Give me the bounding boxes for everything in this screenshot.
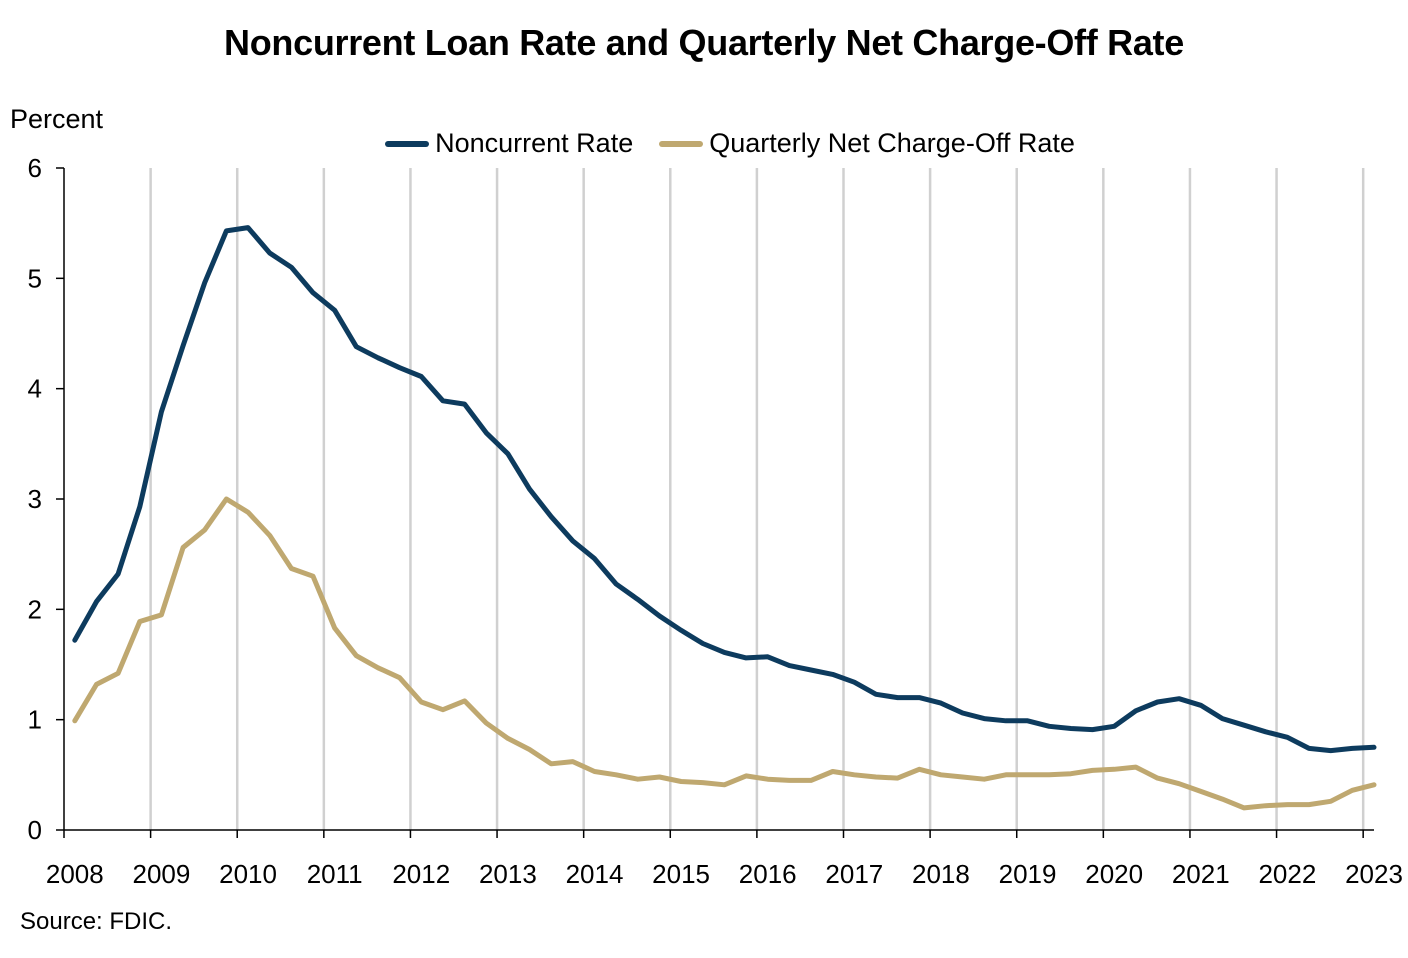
legend-label-charge-off: Quarterly Net Charge-Off Rate — [709, 128, 1075, 158]
x-tick-label: 2020 — [1085, 859, 1143, 889]
y-tick-label: 2 — [28, 594, 42, 624]
x-tick-label: 2014 — [566, 859, 624, 889]
y-tick-label: 3 — [28, 484, 42, 514]
legend-label-noncurrent: Noncurrent Rate — [435, 128, 634, 158]
y-tick-label: 6 — [28, 153, 42, 183]
source-note: Source: FDIC. — [20, 908, 173, 935]
x-tick-label: 2008 — [46, 859, 104, 889]
series-line-noncurrent — [72, 225, 1377, 754]
gridlines — [149, 168, 1365, 830]
x-tick-label: 2015 — [652, 859, 710, 889]
legend-swatch-charge-off — [659, 140, 704, 147]
x-tick-label: 2011 — [307, 859, 363, 889]
y-tick-label: 4 — [28, 374, 42, 404]
x-tick-label: 2013 — [479, 859, 537, 889]
y-tick-labels: 0 1 2 3 4 5 6 — [28, 153, 42, 845]
legend-item-noncurrent: Noncurrent Rate — [385, 128, 633, 159]
x-tick-label: 2018 — [912, 859, 970, 889]
x-tick-label: 2021 — [1172, 859, 1230, 889]
y-tick-label: 0 — [28, 815, 42, 845]
x-tick-label: 2010 — [219, 859, 277, 889]
x-tick-label: 2023 — [1345, 859, 1403, 889]
axes — [56, 167, 1374, 838]
chart-title: Noncurrent Loan Rate and Quarterly Net C… — [224, 22, 1184, 63]
x-tick-label: 2017 — [825, 859, 883, 889]
x-tick-labels: 2008 2009 2010 2011 2012 2013 2014 2015 2016 2017… — [46, 859, 1403, 889]
series-lines — [72, 225, 1377, 811]
x-tick-label: 2009 — [133, 859, 191, 889]
y-tick-label: 1 — [28, 705, 42, 735]
y-axis-label: Percent — [10, 104, 104, 134]
x-tick-label: 2016 — [739, 859, 797, 889]
x-tick-label: 2022 — [1258, 859, 1316, 889]
legend: Noncurrent Rate Quarterly Net Charge-Off… — [0, 128, 1408, 159]
legend-swatch-noncurrent — [385, 140, 430, 147]
legend-item-charge-off: Quarterly Net Charge-Off Rate — [659, 128, 1075, 159]
x-tick-label: 2019 — [999, 859, 1057, 889]
x-tick-label: 2012 — [392, 859, 450, 889]
series-line-charge-off — [72, 496, 1377, 811]
y-tick-label: 5 — [28, 263, 42, 293]
